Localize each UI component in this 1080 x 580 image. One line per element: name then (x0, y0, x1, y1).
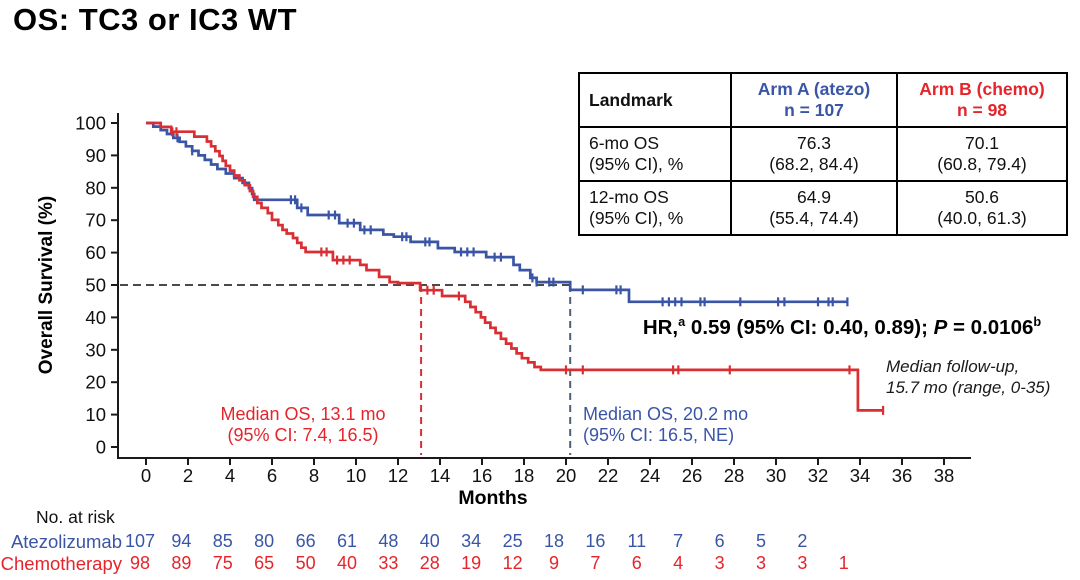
arm-a-value-cell: 64.9 (55.4, 74.4) (730, 180, 898, 236)
risk-value: 6 (631, 553, 642, 573)
risk-value: 33 (378, 553, 399, 573)
risk-value: 61 (336, 531, 358, 551)
risk-value: 107 (124, 531, 156, 551)
risk-value: 2 (797, 531, 808, 551)
risk-value: 1 (838, 553, 849, 573)
landmark-header-row: Landmark Arm A (atezo) n = 107 Arm B (ch… (578, 72, 1068, 128)
svg-text:14: 14 (430, 465, 451, 486)
x-axis-label: Months (458, 487, 528, 509)
risk-value: 3 (797, 553, 808, 573)
row-label-cell: 6-mo OS (95% CI), % (578, 126, 732, 182)
svg-text:34: 34 (850, 465, 871, 486)
svg-text:20: 20 (85, 372, 106, 393)
landmark-table: Landmark Arm A (atezo) n = 107 Arm B (ch… (578, 72, 1068, 236)
svg-text:26: 26 (682, 465, 703, 486)
risk-value: 11 (627, 531, 647, 551)
arm-b-value-cell: 70.1 (60.8, 79.4) (896, 126, 1068, 182)
svg-text:30: 30 (85, 339, 106, 360)
median-followup-note: Median follow-up, 15.7 mo (range, 0-35) (886, 357, 1051, 397)
risk-value: 85 (212, 531, 233, 551)
svg-text:50: 50 (85, 275, 106, 296)
svg-text:10: 10 (346, 465, 367, 486)
svg-text:22: 22 (598, 465, 619, 486)
risk-value: 65 (254, 553, 275, 573)
risk-value: 4 (673, 553, 684, 573)
svg-text:40: 40 (85, 307, 106, 328)
risk-value: 98 (129, 553, 151, 573)
risk-value: 9 (548, 553, 559, 573)
median-os-chemo-annotation: Median OS, 13.1 mo (95% CI: 7.4, 16.5) (220, 404, 386, 445)
svg-text:60: 60 (85, 242, 106, 263)
svg-text:28: 28 (724, 465, 745, 486)
risk-row-label: Chemotherapy (0, 553, 122, 574)
risk-value: 66 (295, 531, 316, 551)
arm-b-header-cell: Arm B (chemo) n = 98 (896, 72, 1068, 128)
hr-annotation: HR,a 0.59 (95% CI: 0.40, 0.89); P = 0.01… (642, 314, 1042, 339)
svg-text:10: 10 (85, 404, 106, 425)
risk-value: 7 (590, 553, 601, 573)
arm-a-value-cell: 76.3 (68.2, 84.4) (730, 126, 898, 182)
risk-value: 40 (336, 553, 358, 573)
svg-text:12: 12 (388, 465, 409, 486)
svg-text:6: 6 (267, 465, 277, 486)
svg-text:4: 4 (225, 465, 235, 486)
svg-text:16: 16 (472, 465, 493, 486)
risk-value: 89 (171, 553, 192, 573)
risk-value: 16 (585, 531, 606, 551)
svg-text:100: 100 (75, 113, 106, 134)
svg-text:8: 8 (309, 465, 319, 486)
risk-value: 94 (171, 531, 192, 551)
risk-value: 75 (212, 553, 233, 573)
risk-value: 50 (295, 553, 316, 573)
row-label-cell: 12-mo OS (95% CI), % (578, 180, 732, 236)
figure-title: OS: TC3 or IC3 WT (13, 2, 298, 37)
risk-value: 3 (714, 553, 725, 573)
landmark-header-cell: Landmark (578, 72, 732, 128)
svg-text:30: 30 (766, 465, 787, 486)
risk-value: 80 (254, 531, 275, 551)
no-at-risk-title: No. at risk (36, 507, 115, 527)
risk-value: 18 (543, 531, 565, 551)
risk-value: 25 (502, 531, 523, 551)
risk-row-label: Atezolizumab (10, 531, 122, 552)
landmark-row-12mo: 12-mo OS (95% CI), % 64.9 (55.4, 74.4) 5… (578, 180, 1068, 236)
km-curve (146, 121, 884, 412)
landmark-row-6mo: 6-mo OS (95% CI), % 76.3 (68.2, 84.4) 70… (578, 126, 1068, 182)
arm-b-value-cell: 50.6 (40.0, 61.3) (896, 180, 1068, 236)
risk-value: 7 (673, 531, 684, 551)
risk-value: 40 (419, 531, 440, 551)
risk-value: 6 (714, 531, 725, 551)
svg-text:70: 70 (85, 210, 106, 231)
svg-text:18: 18 (514, 465, 535, 486)
svg-text:2: 2 (183, 465, 193, 486)
svg-text:0: 0 (96, 437, 106, 458)
svg-text:20: 20 (556, 465, 577, 486)
svg-text:32: 32 (808, 465, 829, 486)
risk-value: 48 (378, 531, 399, 551)
risk-value: 19 (461, 553, 482, 573)
svg-text:0: 0 (141, 465, 151, 486)
svg-text:90: 90 (85, 145, 106, 166)
svg-text:36: 36 (892, 465, 913, 486)
risk-value: 12 (502, 553, 523, 573)
arm-a-header-cell: Arm A (atezo) n = 107 (730, 72, 898, 128)
median-os-atezo-annotation: Median OS, 20.2 mo (95% CI: 16.5, NE) (583, 404, 749, 445)
risk-value: 3 (755, 553, 766, 573)
svg-text:38: 38 (934, 465, 955, 486)
svg-text:80: 80 (85, 177, 106, 198)
y-axis-label: Overall Survival (%) (36, 195, 57, 375)
risk-value: 5 (755, 531, 766, 551)
svg-text:24: 24 (640, 465, 661, 486)
risk-value: 28 (419, 553, 440, 573)
risk-value: 34 (461, 531, 482, 551)
